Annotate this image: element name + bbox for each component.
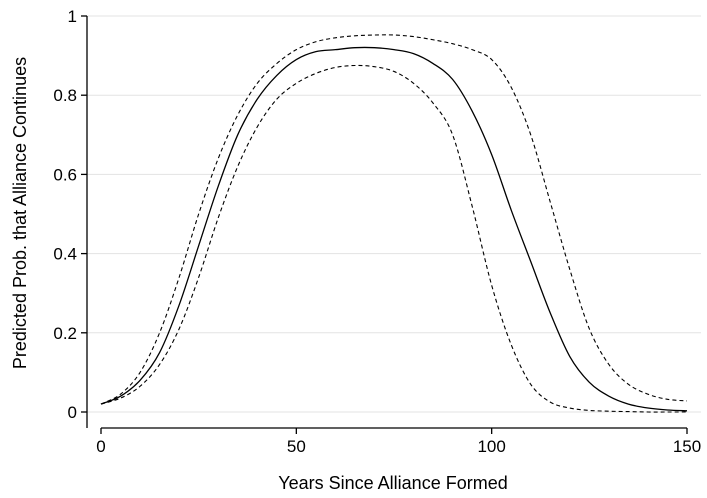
y-tick-label: 0.4: [53, 245, 77, 264]
confidence-bound-line: [100, 34, 688, 405]
tick-labels: 0 0.2 0.4 0.6 0.8 1 0 50 100 150: [53, 7, 701, 456]
y-tick-label: 0.6: [53, 165, 77, 184]
x-tick-label: 150: [673, 437, 701, 456]
x-axis-label: Years Since Alliance Formed: [278, 473, 507, 493]
confidence-bound-line: [100, 64, 687, 413]
y-tick-label: 0.2: [53, 324, 77, 343]
prediction-line: [100, 46, 688, 412]
x-tick-label: 0: [96, 437, 105, 456]
axes: [81, 15, 688, 434]
series-layer: [100, 34, 688, 413]
y-tick-label: 0.8: [53, 86, 77, 105]
y-tick-label: 1: [68, 7, 77, 26]
gridlines: [87, 15, 701, 413]
y-tick-label: 0: [68, 403, 77, 422]
x-tick-label: 100: [477, 437, 505, 456]
y-axis-label: Predicted Prob. that Alliance Continues: [10, 57, 30, 369]
x-tick-label: 50: [287, 437, 306, 456]
